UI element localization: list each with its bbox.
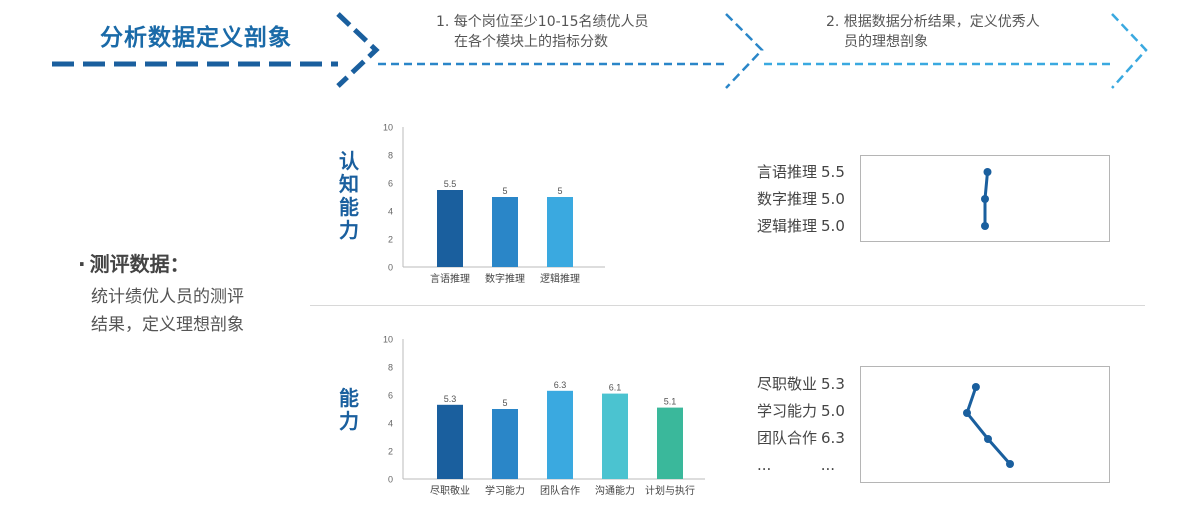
section-1-label-char: 认 [339, 149, 359, 173]
score-row: 学习能力 5.0 [757, 398, 845, 425]
x-tick-label: 学习能力 [485, 484, 525, 497]
score-value: 5.0 [821, 217, 845, 235]
profile-box-1 [860, 155, 1110, 242]
y-tick-label: 10 [383, 123, 393, 133]
left-desc-line-2: 结果，定义理想剖象 [91, 315, 244, 335]
step-2-line-2: 员的理想剖象 [844, 34, 928, 50]
ellipsis-left: ... [757, 456, 772, 474]
profile-line [965, 386, 1012, 465]
bar [437, 404, 463, 479]
score-value: 5.0 [821, 402, 845, 420]
x-tick-label: 沟通能力 [595, 484, 635, 497]
bar [602, 393, 628, 479]
score-row: 尽职敬业 5.3 [757, 371, 845, 398]
profile-box-2 [860, 366, 1110, 483]
score-name: 学习能力 [757, 402, 818, 420]
score-value: 5.3 [821, 375, 845, 393]
profile-point [984, 435, 992, 443]
y-tick-label: 0 [388, 475, 393, 485]
step-2-text: 2. 根据数据分析结果，定义优秀人 员的理想剖象 [826, 12, 1040, 52]
bar-data-label: 5 [557, 186, 562, 196]
score-row: 团队合作 6.3 [757, 425, 845, 452]
score-list-2: 尽职敬业 5.3 学习能力 5.0 团队合作 6.3 ...... [757, 371, 845, 479]
left-heading-text: 测评数据： [89, 252, 190, 276]
x-tick-label: 逻辑推理 [540, 272, 580, 285]
y-tick-label: 8 [388, 363, 393, 373]
bullet-dot: · [78, 252, 86, 276]
score-name: 数字推理 [757, 190, 818, 208]
left-description: 统计绩优人员的测评 结果，定义理想剖象 [91, 283, 244, 339]
ellipsis-row: ...... [757, 452, 835, 479]
bar-data-label: 5 [502, 186, 507, 196]
profile-point [981, 222, 989, 230]
y-tick-label: 0 [388, 263, 393, 273]
ellipsis-right: ... [820, 456, 835, 474]
bar-data-label: 5 [502, 398, 507, 408]
bar-chart-cognitive: 0 2 4 6 8 10 5.5 言语推理 5 数字推理 5 逻辑推理 [383, 123, 605, 285]
score-name: 逻辑推理 [757, 217, 818, 235]
bar-data-label: 6.3 [554, 380, 567, 390]
bar-data-label: 5.3 [444, 394, 457, 404]
profile-point [963, 409, 971, 417]
y-tick-label: 2 [388, 235, 393, 245]
score-name: 言语推理 [757, 163, 818, 181]
left-heading: · 测评数据： [78, 248, 190, 277]
score-name: 尽职敬业 [757, 375, 818, 393]
bar-data-label: 6.1 [609, 383, 622, 393]
score-value: 5.5 [821, 163, 845, 181]
x-tick-label: 计划与执行 [645, 484, 695, 497]
chevron-arrow-1-icon [336, 12, 380, 88]
score-row: 逻辑推理 5.0 [757, 213, 845, 240]
bar-chart-competency: 0 2 4 6 8 10 5.3 尽职敬业 5 学习能力 6.3 团队合作 6.1 沟通能力 5.1 计划与执… [383, 335, 705, 497]
chevron-arrow-3-icon [1111, 13, 1148, 89]
x-tick-label: 尽职敬业 [430, 484, 470, 497]
score-name: 团队合作 [757, 429, 818, 447]
profile-point [981, 195, 989, 203]
left-desc-line-1: 统计绩优人员的测评 [91, 287, 244, 307]
process-arrows [52, 12, 1148, 89]
bar [547, 390, 573, 479]
score-row: 数字推理 5.0 [757, 186, 845, 213]
section-1-label-char: 力 [339, 218, 359, 242]
page-title: 分析数据定义剖象 [100, 25, 292, 51]
section-2-label-char: 能 [339, 386, 359, 410]
profile-point [971, 383, 980, 391]
step-1-line-2: 在各个模块上的指标分数 [454, 34, 608, 50]
chevron-arrow-2-icon [725, 13, 764, 89]
x-tick-label: 数字推理 [485, 272, 525, 285]
bar [492, 197, 518, 267]
section-1-label: 认知能力 [337, 150, 361, 242]
step-1-text: 1. 每个岗位至少10-15名绩优人员 在各个模块上的指标分数 [436, 12, 649, 52]
section-2-label: 能力 [337, 387, 361, 433]
profile-point [983, 168, 992, 176]
bar [657, 407, 683, 479]
bar [547, 197, 573, 267]
profile-point [1006, 460, 1014, 468]
y-tick-label: 10 [383, 335, 393, 345]
section-2-label-char: 力 [339, 409, 359, 433]
section-divider [310, 305, 1145, 306]
score-value: 6.3 [821, 429, 845, 447]
bar-data-label: 5.5 [444, 179, 457, 189]
bar [437, 190, 463, 267]
y-tick-label: 4 [388, 419, 393, 429]
bar-data-label: 5.1 [664, 397, 677, 407]
bar [492, 409, 518, 479]
score-list-1: 言语推理 5.5 数字推理 5.0 逻辑推理 5.0 [757, 159, 845, 240]
y-tick-label: 6 [388, 179, 393, 189]
y-tick-label: 2 [388, 447, 393, 457]
step-2-line-1: 2. 根据数据分析结果，定义优秀人 [826, 14, 1040, 30]
step-1-line-1: 1. 每个岗位至少10-15名绩优人员 [436, 14, 649, 30]
y-tick-label: 6 [388, 391, 393, 401]
section-1-label-char: 能 [339, 195, 359, 219]
x-tick-label: 言语推理 [430, 272, 470, 285]
x-tick-label: 团队合作 [540, 484, 580, 497]
score-row: 言语推理 5.5 [757, 159, 845, 186]
score-value: 5.0 [821, 190, 845, 208]
y-tick-label: 4 [388, 207, 393, 217]
section-1-label-char: 知 [339, 172, 359, 196]
y-tick-label: 8 [388, 151, 393, 161]
